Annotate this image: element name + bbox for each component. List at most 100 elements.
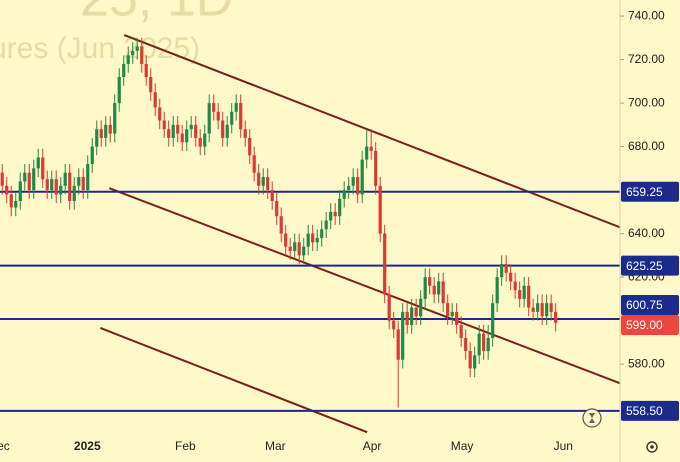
candle-body (198, 137, 202, 147)
candle-body (513, 281, 517, 291)
candle-body (518, 290, 522, 299)
candle-body (23, 172, 27, 182)
level-label-box (621, 400, 679, 421)
candle-body (32, 168, 36, 191)
candle-body (27, 172, 31, 191)
candle-body (410, 307, 414, 325)
candle-body (437, 281, 441, 295)
candle-body (180, 133, 184, 143)
candle-body (230, 111, 234, 125)
candle-body (297, 242, 301, 256)
candle-body (329, 211, 333, 221)
x-tick-label: Apr (363, 439, 382, 453)
candle-body (432, 285, 436, 295)
candle-body (176, 124, 180, 134)
candle-body (117, 76, 121, 104)
candle-body (284, 233, 288, 247)
candle-body (279, 216, 283, 234)
level-label: 599.00 (626, 318, 663, 332)
settings-icon[interactable] (646, 441, 658, 453)
y-tick-label: 700.00 (628, 95, 665, 109)
watermark: ures (Jun 2025) (0, 32, 200, 65)
watermark: 25, 1D (80, 0, 233, 28)
candle-body (234, 103, 238, 112)
x-tick-label: 2025 (74, 439, 101, 453)
candle-body (194, 124, 198, 138)
candle-body (423, 277, 427, 299)
candle-body (158, 107, 162, 121)
candle-body (491, 303, 495, 338)
candle-body (450, 311, 454, 317)
candle-body (468, 351, 472, 369)
candle-body (324, 220, 328, 230)
candle-body (419, 298, 423, 317)
candle-body (387, 294, 391, 321)
level-label-box (621, 314, 679, 335)
candle-body (77, 177, 81, 186)
candle-body (509, 272, 513, 282)
candle-body (414, 307, 418, 317)
candle-body (0, 172, 4, 186)
candle-body (351, 177, 355, 186)
candle-body (428, 277, 432, 286)
candle-body (149, 76, 153, 93)
y-tick-label: 740.00 (628, 8, 665, 22)
candle-body (540, 303, 544, 317)
candle-body (446, 303, 450, 317)
plot-area: 25, 1D ures (Jun 2025) (0, 0, 620, 434)
candle-body (122, 63, 126, 77)
candle-body (81, 177, 85, 191)
candle-body (36, 157, 40, 169)
candle-body (356, 177, 360, 195)
candle-body (293, 242, 297, 251)
level-label-box (621, 294, 679, 315)
trend-line (99, 327, 368, 434)
candle-body (500, 264, 504, 278)
level-label: 558.50 (626, 404, 663, 418)
candle-body (54, 179, 58, 195)
candle-body (90, 146, 94, 164)
candle-body (203, 133, 207, 147)
candle-body (365, 146, 369, 160)
candle-body (221, 120, 225, 138)
candle-body (189, 124, 193, 130)
candle-body (369, 146, 373, 151)
candle-body (261, 177, 265, 186)
candle-body (95, 129, 99, 147)
candle-body (374, 150, 378, 186)
y-tick-label: 640.00 (628, 226, 665, 240)
level-label: 600.75 (626, 298, 663, 312)
candle-body (171, 124, 175, 138)
candle-body (527, 285, 531, 308)
candle-body (59, 185, 63, 195)
y-tick-label: 720.00 (628, 52, 665, 66)
candle-body (486, 337, 490, 352)
candle-body (288, 246, 292, 251)
candle-body (315, 237, 319, 243)
candle-body (270, 190, 274, 201)
candle-body (167, 129, 171, 138)
candle-body (126, 55, 130, 64)
candle-body (252, 155, 256, 173)
candle-body (18, 181, 22, 201)
y-tick-label: 580.00 (628, 356, 665, 370)
x-tick-label: Feb (175, 439, 196, 453)
candle-body (545, 303, 549, 317)
candle-body (536, 303, 540, 312)
candle-body (275, 200, 279, 217)
candle-body (405, 311, 409, 325)
candle-body (207, 103, 211, 134)
candle-body (108, 124, 112, 134)
x-tick-label: Dec (0, 439, 10, 453)
candle-body (72, 185, 76, 201)
candle-body (383, 233, 387, 295)
candle-body (50, 179, 54, 191)
trend-line (123, 34, 620, 229)
replay-icon[interactable] (582, 408, 602, 428)
candle-body (311, 233, 315, 243)
candle-body (140, 46, 144, 64)
level-label: 625.25 (626, 259, 663, 273)
candle-body (153, 92, 157, 108)
candle-body (14, 200, 18, 208)
